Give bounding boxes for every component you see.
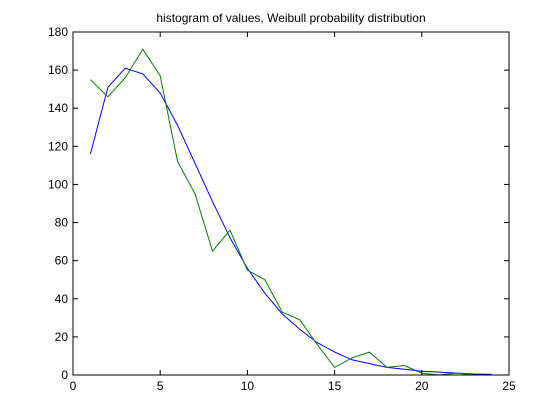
x-tick-label: 10 bbox=[241, 379, 255, 393]
chart-title: histogram of values, Weibull probability… bbox=[156, 11, 425, 25]
y-tick-label: 20 bbox=[55, 330, 69, 344]
y-tick-label: 140 bbox=[48, 101, 68, 115]
ticks-layer: 0 5 10 15 20 25 0 20 40 60 80 100 120 140 160 180 bbox=[48, 25, 516, 393]
y-tick-label: 160 bbox=[48, 63, 68, 77]
y-tick-label: 0 bbox=[61, 368, 68, 382]
y-tick-label: 180 bbox=[48, 25, 68, 39]
x-tick-label: 0 bbox=[70, 379, 77, 393]
y-tick-label: 100 bbox=[48, 177, 68, 191]
series-line-2 bbox=[90, 48, 492, 376]
x-tick-label: 25 bbox=[502, 379, 516, 393]
series-line-1 bbox=[89, 67, 492, 375]
x-tick-label: 20 bbox=[415, 379, 429, 393]
x-tick-label: 5 bbox=[157, 379, 164, 393]
y-tick-label: 60 bbox=[55, 254, 69, 268]
y-tick-label: 80 bbox=[55, 216, 69, 230]
plot-area bbox=[73, 32, 509, 375]
y-tick-label: 120 bbox=[48, 139, 68, 153]
series-layer bbox=[89, 48, 492, 376]
x-tick-label: 15 bbox=[328, 379, 342, 393]
y-tick-label: 40 bbox=[55, 292, 69, 306]
axes-box bbox=[72, 31, 510, 376]
